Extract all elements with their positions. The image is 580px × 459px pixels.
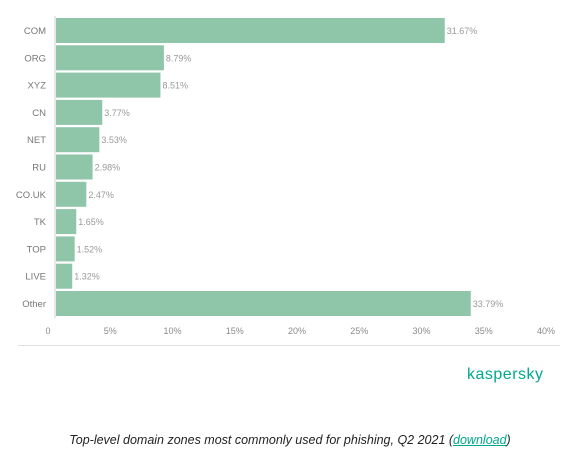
category-label: LIVE [25,272,46,283]
bar-ru [56,154,93,180]
x-tick-label: 30% [412,326,430,336]
bars-group [56,18,471,316]
value-label: 1.32% [74,272,100,282]
value-labels: 31.67% 8.79% 8.51% 3.77% 3.53% 2.98% 2.47% 1.65… [74,26,503,309]
category-label: CN [32,108,46,119]
value-label: 1.65% [78,217,104,227]
value-label: 3.77% [104,108,130,118]
bar-live [56,263,73,289]
value-label: 2.47% [88,190,114,200]
caption-suffix: ) [506,433,511,447]
chart-caption: Top-level domain zones most commonly use… [0,433,580,447]
bar-org [56,45,164,71]
bar-xyz [56,72,161,98]
bar-chart: COM ORG XYZ CN NET RU CO.UK TK TOP LIVE Other 31.6… [16,16,555,336]
bar-tk [56,209,77,235]
value-label: 3.53% [101,135,127,145]
bar-top [56,236,75,262]
category-label: CO.UK [16,190,47,201]
value-label: 31.67% [447,26,478,36]
category-label: NET [27,135,46,146]
bar-net [56,127,100,153]
x-tick-label: 35% [475,326,493,336]
category-label: COM [24,26,46,37]
value-label: 8.79% [166,53,192,63]
x-tick-label: 20% [288,326,306,336]
x-tick-label: 10% [163,326,181,336]
caption-text: Top-level domain zones most commonly use… [69,433,454,447]
value-label: 2.98% [95,163,121,173]
kaspersky-logo: kaspersky [467,366,544,383]
x-axis-ticks: 0 5% 10% 15% 20% 25% 30% 35% 40% [45,326,555,336]
value-label: 8.51% [162,81,188,91]
x-tick-label: 5% [104,326,117,336]
bar-com [56,18,445,43]
download-link[interactable]: download [453,433,507,447]
x-tick-label: 0 [45,326,50,336]
bar-co-uk [56,181,87,207]
category-label: ORG [24,53,46,64]
category-label: TOP [27,244,46,255]
divider [18,345,560,346]
x-tick-label: 15% [226,326,244,336]
x-tick-label: 25% [350,326,368,336]
category-label: RU [32,163,46,174]
category-label: TK [34,217,47,228]
category-label: Other [22,299,46,310]
x-tick-label: 40% [537,326,555,336]
category-labels: COM ORG XYZ CN NET RU CO.UK TK TOP LIVE Other [16,26,47,310]
bar-other [56,291,471,316]
value-label: 1.52% [77,244,103,254]
category-label: XYZ [28,81,47,92]
value-label: 33.79% [473,299,504,309]
bar-cn [56,99,103,125]
